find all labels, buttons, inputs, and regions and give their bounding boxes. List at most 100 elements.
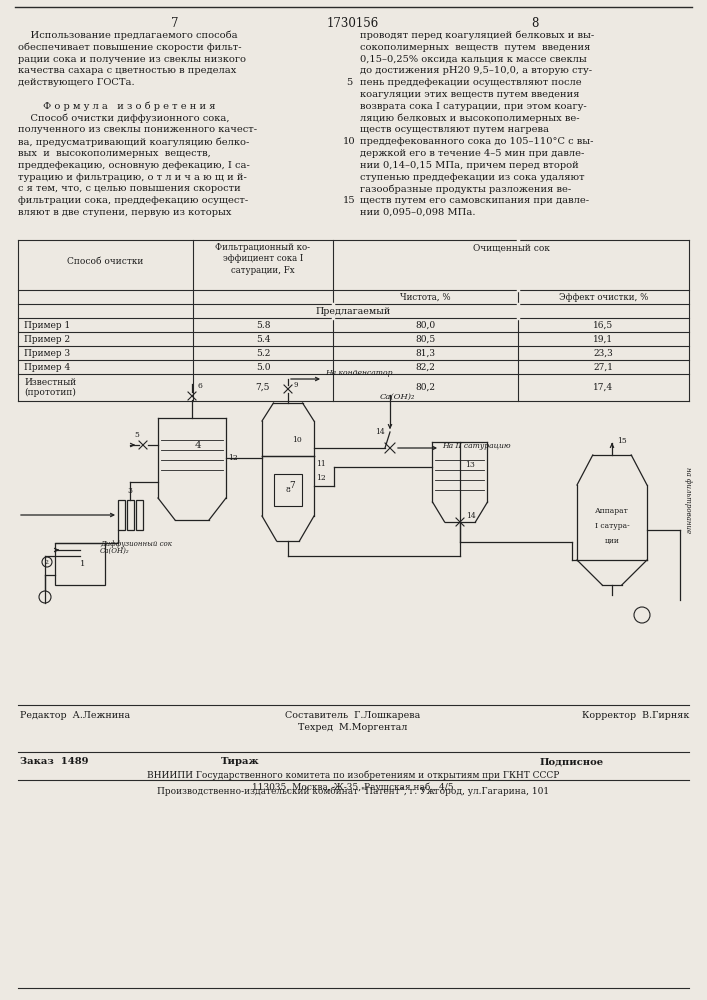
Text: 19,1: 19,1 [593,334,614,344]
Text: 11: 11 [316,460,326,468]
Text: проводят перед коагуляцией белковых и вы-: проводят перед коагуляцией белковых и вы… [360,31,595,40]
Text: Предлагаемый: Предлагаемый [316,306,391,316]
Text: Ca(OH)₂: Ca(OH)₂ [100,547,129,555]
Text: 5.4: 5.4 [256,334,270,344]
Text: Известный
(прототип): Известный (прототип) [24,378,76,397]
Text: ступенью преддефекации из сока удаляют: ступенью преддефекации из сока удаляют [360,173,585,182]
Text: 27,1: 27,1 [593,362,614,371]
Text: возврата сока I сатурации, при этом коагу-: возврата сока I сатурации, при этом коаг… [360,102,587,111]
Text: Пример 3: Пример 3 [24,349,70,358]
Text: 10: 10 [292,436,302,444]
Text: турацию и фильтрацию, о т л и ч а ю щ и й-: турацию и фильтрацию, о т л и ч а ю щ и … [18,173,247,182]
Bar [136,500,143,530]
Text: держкой его в течение 4–5 мин при давле-: держкой его в течение 4–5 мин при давле- [360,149,585,158]
Text: Заказ  1489: Заказ 1489 [20,757,88,766]
Text: 14: 14 [375,428,385,436]
Text: 7,5: 7,5 [256,383,270,392]
Text: Очищенный сок: Очищенный сок [472,243,549,252]
Text: 80,5: 80,5 [416,334,436,344]
Bar [274,474,302,506]
Text: 80,0: 80,0 [416,320,436,330]
Text: 82,2: 82,2 [416,362,436,371]
Text: 2: 2 [45,560,49,564]
Text: ва, предусматривающий коагуляцию белко-: ва, предусматривающий коагуляцию белко- [18,137,250,147]
Text: 17,4: 17,4 [593,383,614,392]
Text: 5: 5 [134,431,139,439]
Text: Техред  М.Моргентал: Техред М.Моргентал [298,723,408,732]
Text: Использование предлагаемого способа: Использование предлагаемого способа [18,31,238,40]
Text: 5.8: 5.8 [256,320,270,330]
Text: пень преддефекации осуществляют после: пень преддефекации осуществляют после [360,78,582,87]
Text: ляцию белковых и высокополимерных ве-: ляцию белковых и высокополимерных ве- [360,114,580,123]
Text: ции: ции [604,536,619,544]
Text: 10: 10 [343,137,356,146]
Text: обеспечивает повышение скорости фильт-: обеспечивает повышение скорости фильт- [18,43,242,52]
Bar [118,500,125,530]
Text: 5.0: 5.0 [256,362,270,371]
Text: нии 0,14–0,15 МПа, причем перед второй: нии 0,14–0,15 МПа, причем перед второй [360,161,579,170]
Text: с я тем, что, с целью повышения скорости: с я тем, что, с целью повышения скорости [18,184,241,193]
Text: Фильтрационный ко-
эффициент сока I
сатурации, Fx: Фильтрационный ко- эффициент сока I сату… [216,243,310,275]
Text: на фильтрование: на фильтрование [684,467,692,533]
Text: 12: 12 [316,474,326,482]
Text: 8: 8 [286,486,291,494]
Text: коагуляции этих веществ путем введения: коагуляции этих веществ путем введения [360,90,580,99]
Text: Корректор  В.Гирняк: Корректор В.Гирняк [582,711,689,720]
Text: 15: 15 [343,196,356,205]
Text: полученного из свеклы пониженного качест-: полученного из свеклы пониженного качест… [18,125,257,134]
Text: 15: 15 [617,437,626,445]
Text: На II сатурацию: На II сатурацию [442,442,510,450]
Text: 13: 13 [465,461,475,469]
Text: Подписное: Подписное [540,757,604,766]
Text: действующего ГОСТа.: действующего ГОСТа. [18,78,134,87]
Text: Редактор  А.Лежнина: Редактор А.Лежнина [20,711,130,720]
Text: 0,15–0,25% оксида кальция к массе свеклы: 0,15–0,25% оксида кальция к массе свеклы [360,55,587,64]
Text: 113035, Москва, Ж-35, Раушская наб., 4/5: 113035, Москва, Ж-35, Раушская наб., 4/5 [252,782,454,792]
Text: 16,5: 16,5 [593,320,614,330]
Text: Ф о р м у л а   и з о б р е т е н и я: Ф о р м у л а и з о б р е т е н и я [18,102,216,111]
Text: 9: 9 [294,381,298,389]
Text: вляют в две ступени, первую из которых: вляют в две ступени, первую из которых [18,208,231,217]
Text: преддефекованного сока до 105–110°С с вы-: преддефекованного сока до 105–110°С с вы… [360,137,593,146]
Text: 5: 5 [346,78,352,87]
Text: На конденсатор: На конденсатор [325,369,392,377]
Text: 3: 3 [127,487,132,495]
Text: 14: 14 [466,512,476,520]
Text: Аппарат: Аппарат [595,507,629,515]
Text: I сатура-: I сатура- [595,522,629,530]
Text: Эффект очистки, %: Эффект очистки, % [559,292,648,302]
Text: фильтрации сока, преддефекацию осущест-: фильтрации сока, преддефекацию осущест- [18,196,248,205]
Text: 80,2: 80,2 [416,383,436,392]
Text: 5.2: 5.2 [256,349,270,358]
Text: ществ путем его самовскипания при давле-: ществ путем его самовскипания при давле- [360,196,589,205]
Text: Диффузионный сок: Диффузионный сок [100,540,172,548]
Text: рации сока и получение из свеклы низкого: рации сока и получение из свеклы низкого [18,55,246,64]
Text: Ca(OH)₂: Ca(OH)₂ [380,393,416,401]
Text: до достижения рН20 9,5–10,0, а вторую сту-: до достижения рН20 9,5–10,0, а вторую ст… [360,66,592,75]
Text: Способ очистки диффузионного сока,: Способ очистки диффузионного сока, [18,114,230,123]
Text: Пример 4: Пример 4 [24,362,70,371]
Text: Пример 2: Пример 2 [24,334,70,344]
Text: 1: 1 [81,560,86,568]
Text: Производственно-издательский комбинат "Патент", г. Ужгород, ул.Гагарина, 101: Производственно-издательский комбинат "П… [157,786,549,796]
Text: 7: 7 [289,482,295,490]
Text: вых  и  высокополимерных  веществ,: вых и высокополимерных веществ, [18,149,211,158]
Text: ВНИИПИ Государственного комитета по изобретениям и открытиям при ГКНТ СССР: ВНИИПИ Государственного комитета по изоб… [147,770,559,780]
Text: сокополимерных  веществ  путем  введения: сокополимерных веществ путем введения [360,43,590,52]
Text: качества сахара с цветностью в пределах: качества сахара с цветностью в пределах [18,66,236,75]
Bar [55,543,105,585]
Text: Чистота, %: Чистота, % [400,292,451,302]
Bar [127,500,134,530]
Text: преддефекацию, основную дефекацию, I са-: преддефекацию, основную дефекацию, I са- [18,161,250,170]
Text: 4: 4 [194,440,201,450]
Text: нии 0,095–0,098 МПа.: нии 0,095–0,098 МПа. [360,208,476,217]
Text: 81,3: 81,3 [416,349,436,358]
Text: 6: 6 [198,382,203,390]
Text: Тираж: Тираж [221,757,259,766]
Text: газообразные продукты разложения ве-: газообразные продукты разложения ве- [360,184,571,194]
Text: 23,3: 23,3 [594,349,614,358]
Text: Составитель  Г.Лошкарева: Составитель Г.Лошкарева [286,711,421,720]
Text: 1730156: 1730156 [327,17,379,30]
Text: Способ очистки: Способ очистки [67,257,144,266]
Text: 8: 8 [532,17,539,30]
